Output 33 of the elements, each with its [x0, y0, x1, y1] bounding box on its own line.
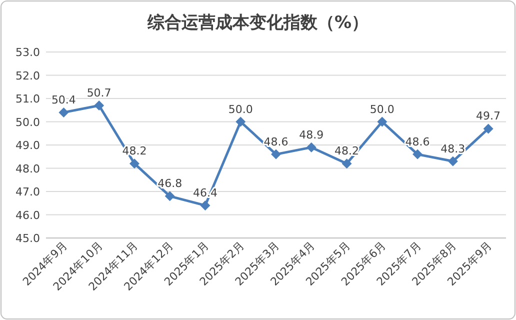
y-tick-label: 51.0	[16, 92, 40, 106]
point	[448, 156, 458, 166]
y-tick-label: 49.0	[16, 139, 40, 152]
point	[164, 191, 175, 202]
chart-title: 综合运营成本变化指数（%）	[146, 13, 369, 33]
data-label: 48.9	[299, 128, 324, 142]
point	[271, 149, 281, 160]
y-tick-label: 48.0	[16, 162, 40, 176]
point	[94, 100, 104, 110]
data-label: 48.6	[405, 135, 430, 148]
point	[483, 124, 494, 134]
data-label: 50.0	[370, 102, 394, 116]
point	[58, 107, 69, 118]
y-tick-label: 45.0	[16, 232, 40, 245]
point	[200, 200, 210, 210]
data-label: 49.7	[476, 110, 501, 123]
y-tick-label: 53.0	[16, 46, 40, 59]
data-label: 50.7	[86, 86, 112, 100]
point	[412, 149, 423, 160]
y-tick-label: 52.0	[16, 69, 40, 82]
point	[129, 158, 140, 169]
y-tick-label: 46.0	[16, 208, 40, 222]
point	[306, 142, 316, 152]
point	[236, 116, 246, 127]
data-label: 50.0	[228, 102, 253, 116]
y-tick-label: 47.0	[16, 186, 40, 198]
point	[342, 158, 352, 169]
point	[377, 116, 388, 127]
data-label: 48.3	[440, 142, 466, 156]
data-label: 46.8	[158, 177, 182, 190]
y-tick-label: 50.0	[16, 116, 40, 129]
data-label: 48.6	[264, 135, 288, 148]
data-label: 50.4	[51, 93, 76, 106]
